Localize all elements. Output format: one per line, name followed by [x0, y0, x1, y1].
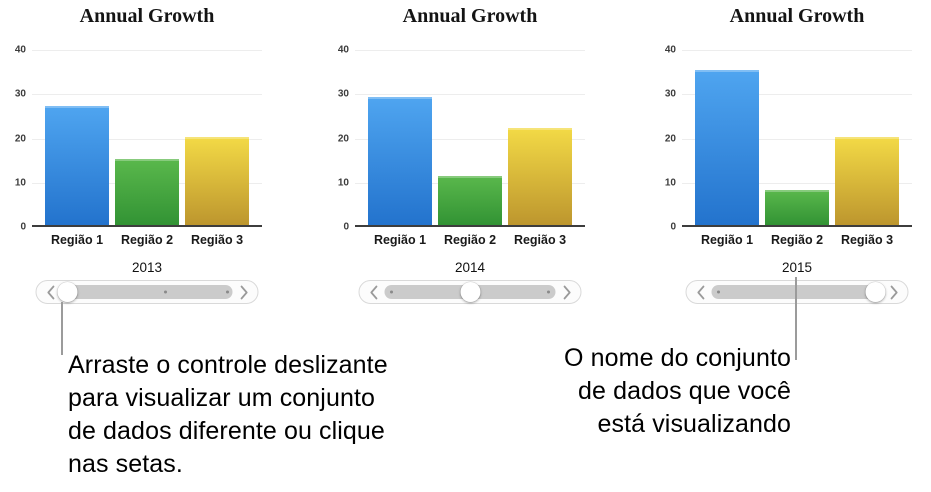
- bar-blue-região-1[interactable]: [695, 70, 759, 225]
- chart-title: Annual Growth: [402, 5, 538, 27]
- x-axis-category-label: Região 1: [700, 233, 754, 247]
- callout-line-dataset-name: [795, 277, 797, 360]
- slider-thumb[interactable]: [460, 282, 480, 302]
- slider-thumb[interactable]: [865, 282, 886, 302]
- slider-detent-dot: [389, 290, 393, 294]
- y-axis-labels: 0 10 20 30 40: [2, 45, 26, 233]
- bar-chart-plot: [32, 50, 262, 227]
- dataset-slider[interactable]: [685, 280, 909, 304]
- y-axis-tick-label: 20: [337, 133, 349, 144]
- slider-detent-dot: [716, 290, 720, 294]
- gridline: [32, 138, 262, 140]
- y-axis-tick-label: 40: [337, 44, 349, 56]
- x-axis-category-label: Região 2: [770, 233, 824, 247]
- gridline: [355, 138, 585, 140]
- bar-green-região-2[interactable]: [438, 176, 502, 225]
- bar-yellow-região-3[interactable]: [185, 136, 249, 225]
- chevron-right-icon[interactable]: [889, 284, 899, 300]
- dataset-name-label: 2015: [781, 260, 813, 275]
- y-axis-tick-label: 40: [664, 44, 676, 56]
- chevron-left-icon[interactable]: [369, 284, 379, 300]
- gridline: [32, 50, 262, 51]
- callout-line-slider: [61, 302, 63, 355]
- y-axis-tick-label: 10: [14, 177, 26, 189]
- bar-green-região-2[interactable]: [115, 158, 179, 225]
- callout-text-dataset-name: O nome do conjunto de dados que você est…: [564, 344, 791, 438]
- x-axis-baseline: [682, 225, 912, 227]
- chevron-left-icon[interactable]: [46, 284, 56, 300]
- y-axis-tick-label: 0: [343, 221, 349, 233]
- dataset-name-label: 2014: [454, 260, 486, 275]
- chevron-right-icon[interactable]: [239, 284, 249, 300]
- bar-blue-região-1[interactable]: [45, 105, 109, 225]
- gridline: [682, 94, 912, 96]
- y-axis-tick-label: 10: [664, 177, 676, 189]
- chart-title: Annual Growth: [79, 5, 215, 27]
- chart-panel-2015: Annual Growth 0 10 20 30 40 Região 1 Região 2…: [652, 0, 931, 310]
- gridline: [32, 94, 262, 96]
- bar-yellow-região-3[interactable]: [835, 136, 899, 225]
- y-axis-tick-label: 30: [14, 88, 26, 100]
- y-axis-tick-label: 20: [664, 133, 676, 144]
- y-axis-tick-label: 0: [670, 221, 676, 233]
- chevron-left-icon[interactable]: [696, 284, 706, 300]
- slider-thumb[interactable]: [57, 282, 78, 302]
- y-axis-tick-label: 0: [20, 221, 26, 233]
- y-axis-tick-label: 10: [337, 177, 349, 189]
- x-axis-category-label: Região 1: [373, 233, 427, 247]
- x-axis-category-label: Região 3: [840, 233, 894, 247]
- chart-panel-2013: Annual Growth 0 10 20 30 40 Região 1 Região 2…: [2, 0, 292, 310]
- dataset-name-label: 2013: [131, 260, 163, 275]
- slider-track[interactable]: [711, 282, 886, 302]
- gridline: [682, 50, 912, 51]
- x-axis-category-label: Região 3: [513, 233, 567, 247]
- x-axis-labels: Região 1 Região 2 Região 3: [682, 233, 912, 249]
- x-axis-category-label: Região 1: [50, 233, 104, 247]
- bar-chart-plot: [355, 50, 585, 227]
- bar-green-região-2[interactable]: [765, 189, 829, 225]
- slider-detent-dot: [164, 290, 168, 294]
- callout-text-slider: Arraste o controle deslizante para visua…: [68, 351, 388, 478]
- x-axis-labels: Região 1 Região 2 Região 3: [355, 233, 585, 249]
- y-axis-tick-label: 30: [664, 88, 676, 100]
- y-axis-tick-label: 20: [14, 133, 26, 144]
- chart-panel-2014: Annual Growth 0 10 20 30 40 Região 1 Região 2…: [325, 0, 615, 310]
- chart-title: Annual Growth: [729, 5, 865, 27]
- x-axis-baseline: [355, 225, 585, 227]
- bar-yellow-região-3[interactable]: [508, 127, 572, 225]
- slider-detent-dot: [547, 290, 551, 294]
- y-axis-labels: 0 10 20 30 40: [325, 45, 349, 233]
- gridline: [355, 50, 585, 51]
- y-axis-tick-label: 40: [14, 44, 26, 56]
- bar-chart-plot: [682, 50, 912, 227]
- bar-blue-região-1[interactable]: [368, 96, 432, 225]
- dataset-slider[interactable]: [35, 280, 259, 304]
- x-axis-labels: Região 1 Região 2 Região 3: [32, 233, 262, 249]
- gridline: [682, 138, 912, 140]
- y-axis-labels: 0 10 20 30 40: [652, 45, 676, 233]
- y-axis-tick-label: 30: [337, 88, 349, 100]
- slider-track[interactable]: [384, 282, 556, 302]
- slider-detent-dot: [225, 290, 229, 294]
- gridline: [682, 182, 912, 184]
- x-axis-category-label: Região 2: [120, 233, 174, 247]
- x-axis-baseline: [32, 225, 262, 227]
- x-axis-category-label: Região 2: [443, 233, 497, 247]
- slider-track[interactable]: [57, 282, 233, 302]
- chevron-right-icon[interactable]: [562, 284, 572, 300]
- gridline: [355, 94, 585, 96]
- x-axis-category-label: Região 3: [190, 233, 244, 247]
- dataset-slider[interactable]: [358, 280, 582, 304]
